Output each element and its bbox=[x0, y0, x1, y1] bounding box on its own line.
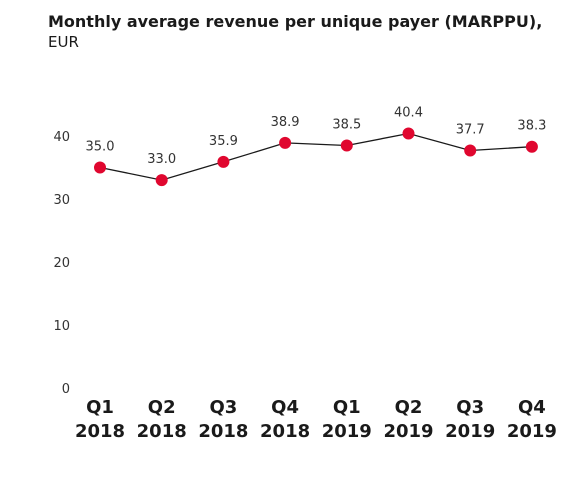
x-tick-year: 2019 bbox=[322, 421, 372, 442]
data-point bbox=[217, 155, 230, 168]
data-point bbox=[94, 161, 106, 174]
x-tick-quarter: Q4 bbox=[518, 397, 546, 418]
chart-title-block: Monthly average revenue per unique payer… bbox=[48, 12, 558, 52]
data-label: 33.0 bbox=[147, 152, 176, 167]
x-tick-year: 2019 bbox=[445, 421, 495, 442]
x-tick-quarter: Q1 bbox=[86, 397, 114, 418]
y-tick-label: 20 bbox=[53, 256, 70, 271]
x-tick-year: 2018 bbox=[260, 421, 310, 442]
x-tick-quarter: Q2 bbox=[148, 397, 176, 418]
x-tick-quarter: Q2 bbox=[395, 397, 423, 418]
data-label: 37.7 bbox=[456, 122, 485, 137]
x-tick-year: 2018 bbox=[137, 421, 187, 442]
series-line bbox=[99, 132, 532, 181]
x-tick-year: 2019 bbox=[383, 421, 433, 442]
data-point bbox=[279, 136, 292, 149]
data-point bbox=[402, 127, 415, 140]
x-tick-quarter: Q3 bbox=[209, 397, 237, 418]
x-tick-year: 2018 bbox=[75, 421, 125, 442]
x-tick-year: 2019 bbox=[507, 421, 557, 442]
data-point bbox=[155, 174, 168, 187]
x-tick-quarter: Q1 bbox=[333, 397, 361, 418]
data-point bbox=[464, 144, 477, 157]
data-label: 35.9 bbox=[209, 134, 238, 149]
data-label: 38.3 bbox=[517, 119, 546, 134]
y-tick-label: 30 bbox=[53, 193, 70, 208]
x-tick-year: 2018 bbox=[198, 421, 248, 442]
data-point bbox=[525, 140, 538, 153]
data-label: 38.5 bbox=[332, 117, 361, 132]
y-tick-label: 10 bbox=[53, 319, 70, 334]
data-label: 40.4 bbox=[394, 105, 423, 120]
chart-subtitle: EUR bbox=[48, 33, 79, 51]
y-tick-label: 40 bbox=[53, 130, 70, 145]
x-tick-quarter: Q3 bbox=[456, 397, 484, 418]
data-label: 35.0 bbox=[86, 140, 115, 155]
chart-title: Monthly average revenue per unique payer… bbox=[48, 12, 543, 31]
x-tick-quarter: Q4 bbox=[271, 397, 299, 418]
data-point bbox=[340, 139, 353, 152]
y-tick-label: 0 bbox=[62, 382, 70, 397]
data-label: 38.9 bbox=[271, 115, 300, 130]
